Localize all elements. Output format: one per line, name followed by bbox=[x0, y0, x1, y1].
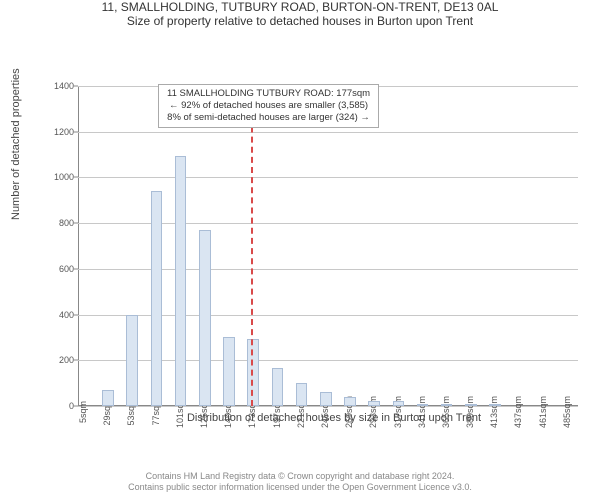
page-subtitle: Size of property relative to detached ho… bbox=[0, 14, 600, 28]
y-tick-mark bbox=[74, 86, 78, 87]
y-tick-label: 400 bbox=[46, 310, 74, 320]
y-tick-label: 0 bbox=[46, 401, 74, 411]
grid-line bbox=[78, 177, 578, 178]
reference-line bbox=[251, 86, 253, 406]
bar bbox=[344, 397, 356, 406]
y-axis-line bbox=[78, 86, 79, 406]
bar bbox=[126, 315, 138, 406]
bar bbox=[223, 337, 235, 406]
bar bbox=[102, 390, 114, 406]
footer-text: Contains HM Land Registry data © Crown c… bbox=[0, 471, 600, 494]
bar bbox=[272, 368, 284, 406]
page-title: 11, SMALLHOLDING, TUTBURY ROAD, BURTON-O… bbox=[0, 0, 600, 14]
y-tick-mark bbox=[74, 268, 78, 269]
y-tick-label: 1400 bbox=[46, 81, 74, 91]
annotation-line1: 11 SMALLHOLDING TUTBURY ROAD: 177sqm bbox=[167, 88, 370, 100]
y-tick-label: 1000 bbox=[46, 172, 74, 182]
chart-area: 11 SMALLHOLDING TUTBURY ROAD: 177sqm ← 9… bbox=[50, 76, 590, 456]
bar bbox=[368, 401, 380, 406]
bar bbox=[199, 230, 211, 406]
y-tick-label: 800 bbox=[46, 218, 74, 228]
annotation-line2: ← 92% of detached houses are smaller (3,… bbox=[167, 100, 370, 112]
bar bbox=[393, 401, 405, 406]
bar bbox=[151, 191, 163, 406]
grid-line bbox=[78, 132, 578, 133]
bar bbox=[417, 404, 429, 406]
y-tick-mark bbox=[74, 177, 78, 178]
bar bbox=[465, 404, 477, 406]
bar bbox=[441, 404, 453, 406]
annotation-box: 11 SMALLHOLDING TUTBURY ROAD: 177sqm ← 9… bbox=[158, 84, 379, 128]
footer-line1: Contains HM Land Registry data © Crown c… bbox=[0, 471, 600, 483]
bar bbox=[489, 404, 501, 406]
y-axis-label: Number of detached properties bbox=[10, 68, 22, 220]
y-tick-label: 600 bbox=[46, 264, 74, 274]
annotation-line3: 8% of semi-detached houses are larger (3… bbox=[167, 112, 370, 124]
bar bbox=[175, 156, 187, 406]
footer-line2: Contains public sector information licen… bbox=[0, 482, 600, 494]
y-tick-label: 1200 bbox=[46, 127, 74, 137]
x-tick-label: 485sqm bbox=[562, 396, 596, 428]
y-tick-mark bbox=[74, 131, 78, 132]
y-tick-label: 200 bbox=[46, 355, 74, 365]
plot-region: 11 SMALLHOLDING TUTBURY ROAD: 177sqm ← 9… bbox=[78, 86, 578, 406]
y-tick-mark bbox=[74, 223, 78, 224]
y-tick-mark bbox=[74, 314, 78, 315]
y-tick-mark bbox=[74, 360, 78, 361]
bar bbox=[296, 383, 308, 406]
bar bbox=[320, 392, 332, 406]
